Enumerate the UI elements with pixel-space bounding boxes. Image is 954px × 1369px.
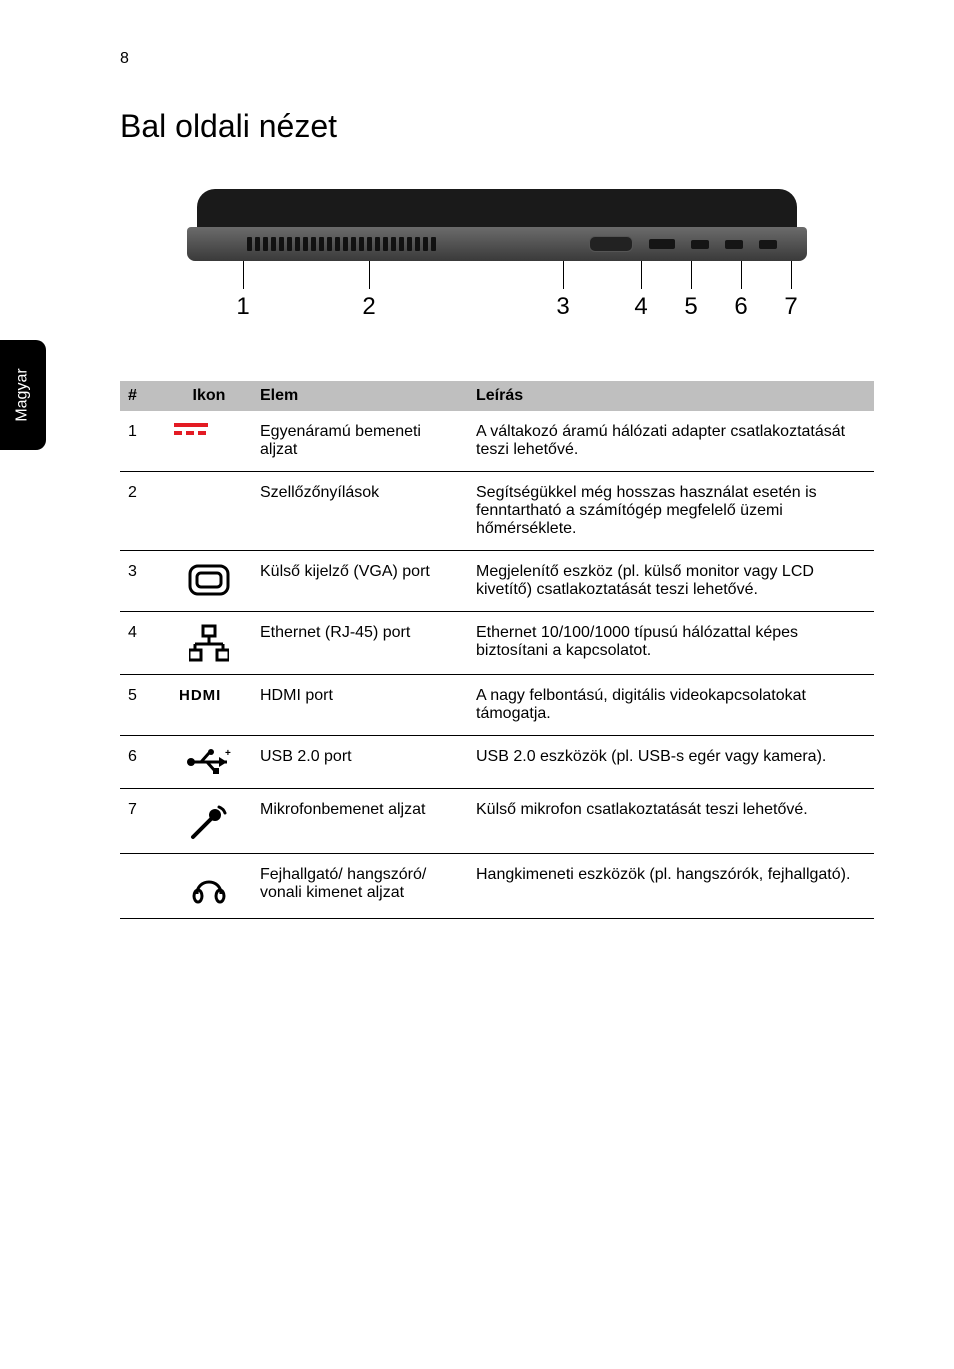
callout-2: 2 [362,293,375,321]
table-row: 5 HDMI HDMI port A nagy felbontású, digi… [120,675,874,736]
callout-6: 6 [734,293,747,321]
ethernet-icon [166,612,252,675]
cell-leiras: Hangkimeneti eszközök (pl. hangszórók, f… [468,854,874,919]
ethernet-port-graphic [649,239,675,249]
cell-elem: Egyenáramú bemeneti aljzat [252,411,468,472]
cell-elem: Külső kijelző (VGA) port [252,551,468,612]
vga-icon [166,551,252,612]
vga-port-graphic [589,236,633,252]
page-title: Bal oldali nézet [120,108,874,145]
cell-leiras: Megjelenítő eszköz (pl. külső monitor va… [468,551,874,612]
callout-7: 7 [784,293,797,321]
table-row: 1 Egyenáramú bemeneti aljzat A váltakozó… [120,411,874,472]
cell-num: 2 [120,472,166,551]
svg-text:+: + [225,748,231,759]
cell-elem: Mikrofonbemenet aljzat [252,789,468,854]
hdmi-port-graphic [691,240,709,249]
header-leiras: Leírás [468,381,874,411]
cell-num: 5 [120,675,166,736]
cell-num: 4 [120,612,166,675]
svg-text:HDMI: HDMI [179,687,221,703]
cell-num [120,854,166,919]
table-row: 6 + USB 2.0 port USB 2.0 eszközök (pl. U… [120,736,874,789]
table-row: 4 Ethernet (RJ-45) port Ethernet 10/100/… [120,612,874,675]
table-row: 3 Külső kijelző (VGA) port Megjelenítő e… [120,551,874,612]
cell-leiras: A váltakozó áramú hálózati adapter csatl… [468,411,874,472]
cell-elem: HDMI port [252,675,468,736]
hdmi-icon: HDMI [166,675,252,736]
callout-3: 3 [556,293,569,321]
dc-in-icon [166,411,252,472]
cell-elem: Ethernet (RJ-45) port [252,612,468,675]
mic-icon [166,789,252,854]
header-num: # [120,381,166,411]
cell-leiras: Külső mikrofon csatlakoztatását teszi le… [468,789,874,854]
cell-leiras: A nagy felbontású, digitális videokapcso… [468,675,874,736]
table-row: 2 Szellőzőnyílások Segítségükkel még hos… [120,472,874,551]
ports-graphic [589,236,777,252]
laptop-base [187,227,807,261]
table-row: Fejhallgató/ hangszóró/ vonali kimenet a… [120,854,874,919]
cell-num: 6 [120,736,166,789]
cell-num: 1 [120,411,166,472]
audio-port-graphic [759,240,777,249]
usb-port-graphic [725,240,743,249]
page-number: 8 [120,50,874,68]
cell-elem: USB 2.0 port [252,736,468,789]
no-icon [166,472,252,551]
cell-leiras: USB 2.0 eszközök (pl. USB-s egér vagy ka… [468,736,874,789]
cell-leiras: Segítségükkel még hosszas használat eset… [468,472,874,551]
cell-leiras: Ethernet 10/100/1000 típusú hálózattal k… [468,612,874,675]
laptop-lid [197,189,797,231]
header-elem: Elem [252,381,468,411]
laptop-side-figure: 1 2 3 4 5 6 7 [187,185,807,331]
spec-table: # Ikon Elem Leírás 1 Egyenáramú bemeneti… [120,381,874,919]
headphone-icon [166,854,252,919]
cell-elem: Szellőzőnyílások [252,472,468,551]
cell-num: 7 [120,789,166,854]
header-icon: Ikon [166,381,252,411]
callout-4: 4 [634,293,647,321]
page-container: 8 Bal oldali nézet [0,0,954,979]
callout-1: 1 [236,293,249,321]
table-row: 7 Mikrofonbemenet aljzat Külső mikrofon … [120,789,874,854]
cell-elem: Fejhallgató/ hangszóró/ vonali kimenet a… [252,854,468,919]
callout-lines: 1 2 3 4 5 6 7 [187,261,807,331]
callout-5: 5 [684,293,697,321]
vent-graphic [247,237,436,251]
usb-icon: + [166,736,252,789]
cell-num: 3 [120,551,166,612]
table-header-row: # Ikon Elem Leírás [120,381,874,411]
